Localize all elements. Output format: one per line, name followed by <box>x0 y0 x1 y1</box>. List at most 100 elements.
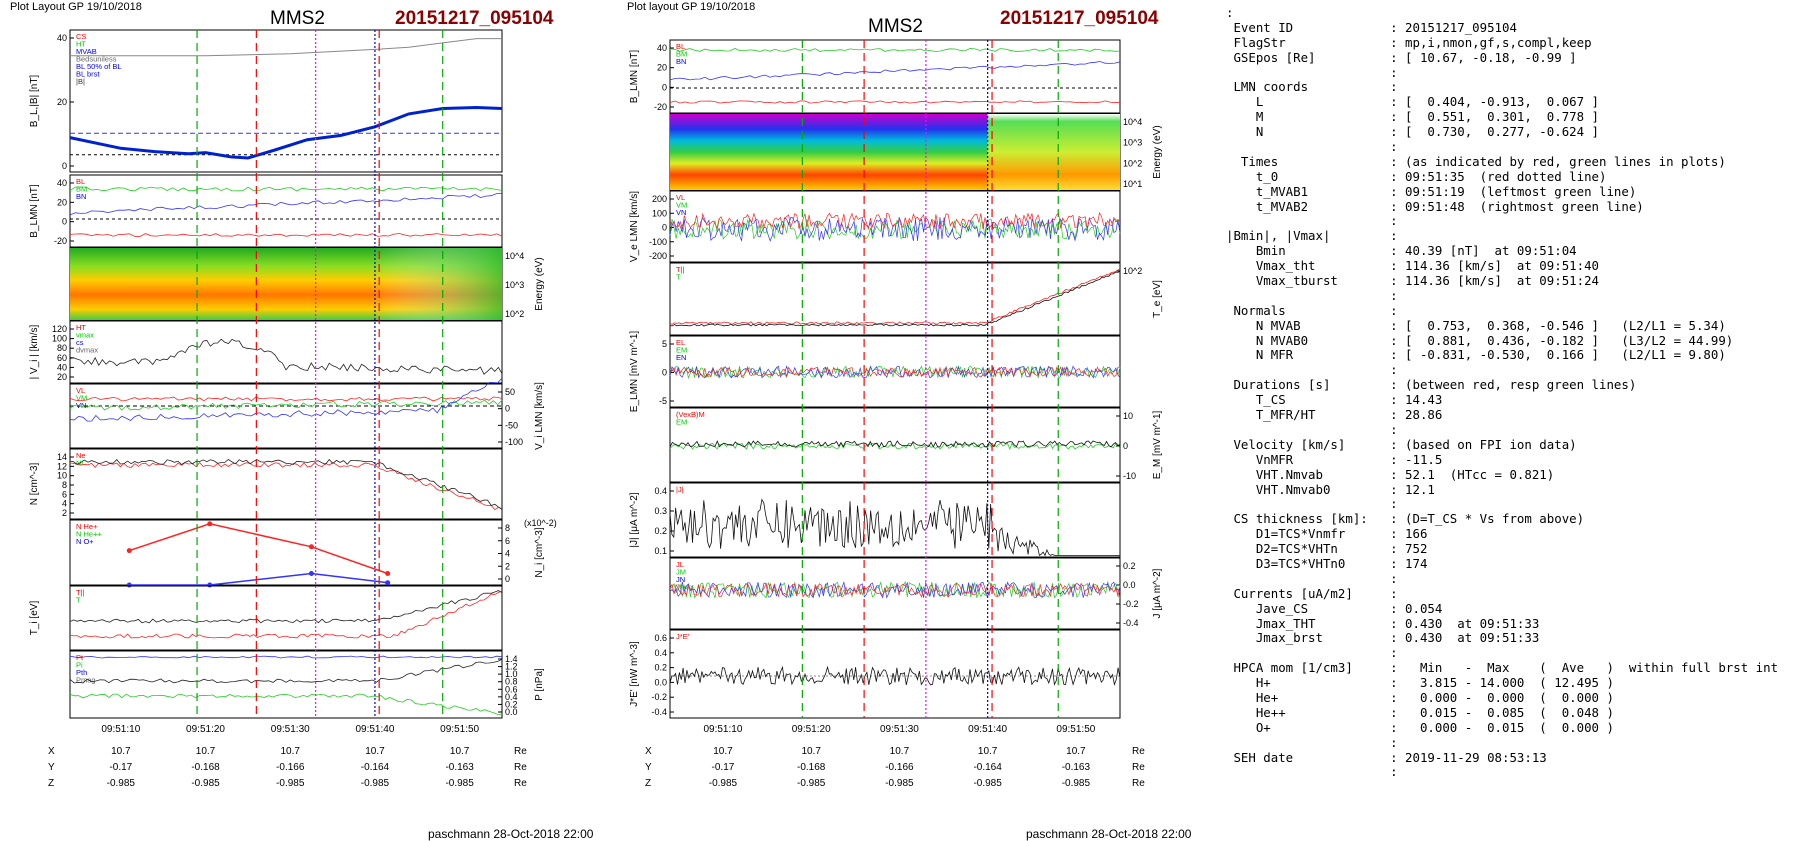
right-event-lines <box>801 40 1059 718</box>
panel-frame <box>669 629 1121 719</box>
info-line: T_CS : 14.43 <box>1226 392 1443 408</box>
series-VL <box>69 396 503 402</box>
scale-label: (x10^-2) <box>524 518 557 528</box>
tick-label: 4 <box>62 499 67 509</box>
series-absB <box>70 38 502 57</box>
pos-unit: Re <box>514 746 527 757</box>
info-line: : <box>1226 362 1398 378</box>
legend-entry: HT <box>76 40 86 49</box>
panel-frame <box>69 29 503 173</box>
panel-frame <box>669 335 1121 408</box>
electron-spectrogram-2 <box>987 114 1120 190</box>
legend-entry: |J| <box>676 485 684 494</box>
info-line: D2=TCS*VHTn : 752 <box>1226 541 1428 557</box>
pos-value: 10.7 <box>890 746 910 757</box>
panel-frame <box>669 262 1121 336</box>
right-panel-te: T_e [eV] 10^2 T||T <box>669 262 1163 336</box>
series-BL <box>69 105 503 160</box>
time-label: 09:51:40 <box>968 724 1007 735</box>
legend-entry: BL <box>676 42 685 51</box>
pos-row-label: Z <box>645 778 651 789</box>
pos-unit: Re <box>1132 778 1145 789</box>
tick-label: -0.2 <box>1123 599 1139 609</box>
info-line: Event ID : 20151217_095104 <box>1226 19 1517 35</box>
legend-entry: BL brst <box>76 70 100 79</box>
info-line: t_0 : 09:51:35 (red dotted line) <box>1226 168 1607 184</box>
tick-label: -50 <box>505 420 518 430</box>
series-BN <box>69 233 503 237</box>
series-BM-r <box>669 48 1121 52</box>
pos-value: -0.164 <box>973 762 1002 773</box>
legend-entry: VN <box>676 208 686 217</box>
tick-label: 0 <box>505 574 510 584</box>
pos-unit: Re <box>514 762 527 773</box>
tick-label: 10^1 <box>1123 179 1142 189</box>
series-BL-r <box>669 61 1121 81</box>
tick-label: 0.2 <box>505 699 518 709</box>
info-line: Vmax_tburst : 114.36 [km/s] at 09:51:24 <box>1226 273 1599 289</box>
left-figure-header: Plot Layout GP 19/10/2018 <box>10 1 142 13</box>
legend-entry: N O+ <box>76 537 94 546</box>
pos-value: 10.7 <box>450 746 470 757</box>
tick-label: 0.0 <box>1123 580 1136 590</box>
pos-value: 10.7 <box>978 746 998 757</box>
pos-value: -0.985 <box>191 778 220 789</box>
he++-point <box>385 571 391 577</box>
series-JL <box>669 580 1121 599</box>
panel-ylabel: P [nPa] <box>534 668 545 701</box>
series-Pi <box>69 658 503 684</box>
tick-label: 2 <box>62 508 67 518</box>
legend-entry: HT <box>76 323 86 332</box>
tick-label: 200 <box>652 194 667 204</box>
pos-value: -0.985 <box>1062 778 1091 789</box>
tick-label: -0.2 <box>651 692 667 702</box>
series-T <box>69 590 503 624</box>
legend-entry: VL <box>676 193 685 202</box>
series-Ne <box>69 462 503 511</box>
time-label: 09:51:30 <box>880 724 919 735</box>
legend-entry: T <box>676 273 681 282</box>
info-line: VHT.Nmvab : 52.1 (HTcc = 0.821) <box>1226 466 1555 482</box>
tick-label: 0.4 <box>505 692 518 702</box>
panel-frame <box>69 519 503 586</box>
tick-label: 6 <box>505 536 510 546</box>
right-figure-header: Plot layout GP 19/10/2018 <box>627 1 756 13</box>
info-line: Currents [uA/m2] : <box>1226 585 1398 601</box>
legend-entry: BN <box>676 57 686 66</box>
tick-label: 0 <box>62 161 67 171</box>
legend-entry: JM <box>676 568 686 577</box>
panel-ylabel: V_i LMN [km/s] <box>534 382 545 450</box>
series-EN <box>669 365 1121 378</box>
panel-frame <box>69 448 503 520</box>
info-line: Jmax_THT : 0.430 at 09:51:33 <box>1226 615 1540 631</box>
info-line: N MFR : [ -0.831, -0.530, 0.166 ] (L2/L1… <box>1226 347 1726 363</box>
pos-value: -0.985 <box>445 778 474 789</box>
pos-value: 10.7 <box>281 746 301 757</box>
tick-label: 50 <box>505 387 515 397</box>
info-line: FlagStr : mp,i,nmon,gf,s,compl,keep <box>1226 34 1592 50</box>
info-line: T_MFR/HT : 28.86 <box>1226 407 1443 423</box>
left-panel-ni: N_i [cm^-3] 8 6 4 2 0 (x10^-2) N He+N He++N O+ <box>69 518 557 588</box>
series-He++ <box>129 523 388 575</box>
o+-point <box>385 580 391 586</box>
time-label: 09:51:40 <box>355 724 394 735</box>
tick-label: 40 <box>657 43 667 53</box>
pos-value: -0.985 <box>107 778 136 789</box>
tick-label: 20 <box>57 372 67 382</box>
legend-entry: Jmax <box>676 583 694 592</box>
panel-ylabel: N_i [cm^-3] <box>534 527 545 577</box>
series-VexB <box>669 440 1121 448</box>
tick-label: 120 <box>52 324 67 334</box>
legend-entry: T|| <box>676 265 685 274</box>
pos-value: -0.163 <box>1062 762 1091 773</box>
series-Tpar <box>69 590 503 639</box>
info-line: SEH date : 2019-11-29 08:53:13 <box>1226 749 1547 765</box>
info-line: M : [ 0.551, 0.301, 0.778 ] <box>1226 109 1599 125</box>
info-line: : <box>1226 764 1398 780</box>
info-line: Velocity [km/s] : (based on FPI ion data… <box>1226 436 1577 452</box>
right-event-title: 20151217_095104 <box>1000 8 1159 29</box>
tick-label: 40 <box>57 33 67 43</box>
